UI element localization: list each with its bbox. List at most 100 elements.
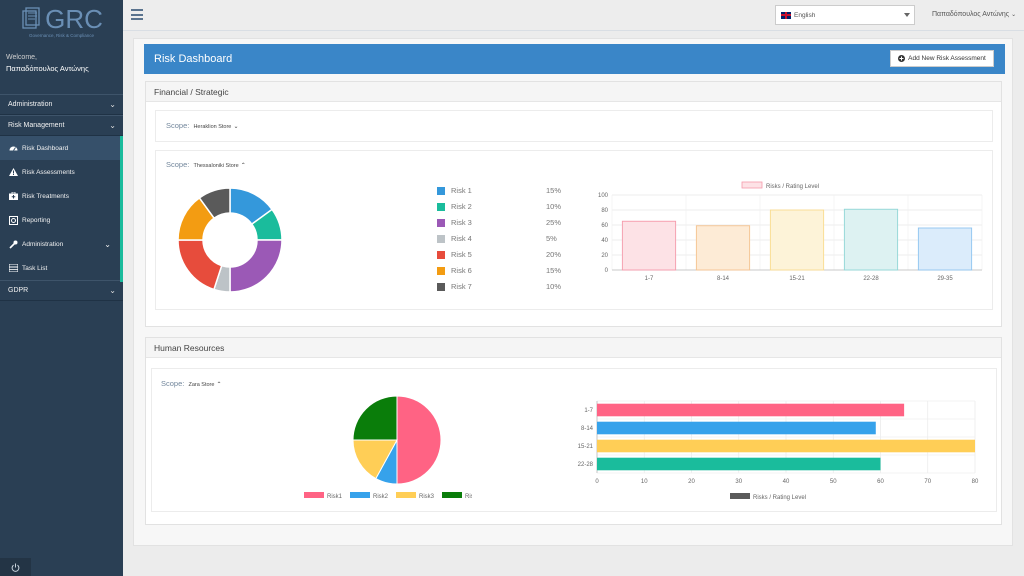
legend-percent: 5% <box>546 234 557 243</box>
legend-item: Risk 4 5% <box>437 233 567 245</box>
y-tick-label: 80 <box>601 208 608 214</box>
legend-label: Risk 1 <box>451 186 472 195</box>
legend-swatch <box>437 251 445 259</box>
language-select[interactable]: English <box>775 5 915 25</box>
sidebar-item-label: Task List <box>22 264 48 272</box>
scope-box-thessaloniki: Scope: Thessaloniki Store ⌃ Risk 1 15% Ris… <box>155 150 993 310</box>
sidebar-section-gdpr[interactable]: GDPR ⌄ <box>0 280 123 301</box>
x-tick-label: 50 <box>830 479 837 485</box>
logo-icon <box>22 7 40 29</box>
add-risk-assessment-button[interactable]: Add New Risk Assessment <box>890 50 994 67</box>
sidebar: GRC Governance, Risk & Compliance Welcom… <box>0 0 123 576</box>
scope-selector[interactable]: Scope: Zara Store ⌃ <box>161 379 222 388</box>
menu-toggle-icon[interactable] <box>131 9 143 21</box>
doughnut-slice-5 <box>177 239 223 291</box>
legend-label: Risk3 <box>419 494 435 500</box>
legend-percent: 20% <box>546 250 562 259</box>
legend-swatch <box>437 283 445 291</box>
scope-label: Scope: <box>166 160 190 169</box>
legend-percent: 25% <box>546 218 562 227</box>
pie-slice-3 <box>352 439 398 480</box>
legend-label: Risk2 <box>373 494 389 500</box>
chevron-down-icon: ⌄ <box>109 121 116 130</box>
uk-flag-icon <box>781 11 791 19</box>
active-section-accent <box>120 136 123 282</box>
scope-value: Zara Store <box>188 382 215 388</box>
x-tick-label: 30 <box>735 479 742 485</box>
bar-22-28 <box>597 457 881 471</box>
bar-1-7 <box>621 220 677 271</box>
scope-selector[interactable]: Scope: Thessaloniki Store ⌃ <box>166 160 246 169</box>
page-header: Risk Dashboard Add New Risk Assessment <box>144 44 1005 74</box>
scope-label: Scope: <box>166 121 190 130</box>
legend-label: Risk1 <box>327 494 343 500</box>
rating-level-horizontal-bar-chart: 0 10 20 30 40 50 60 70 80 1-7 8-14 15-21 22-28 Risks … <box>578 400 979 501</box>
legend-label: Risk 2 <box>451 202 472 211</box>
scope-selector[interactable]: Scope: Heraklion Store ⌄ <box>166 121 239 130</box>
doughnut-slice-3 <box>229 239 283 293</box>
x-tick-label: 20 <box>688 479 695 485</box>
chevron-up-icon: ⌃ <box>240 163 246 169</box>
bar-8-14 <box>597 421 876 435</box>
risk-management-menu: Risk Dashboard Risk Assessments Risk Tre… <box>0 136 123 282</box>
legend-swatch <box>437 235 445 243</box>
legend-item: Risk 5 20% <box>437 249 567 261</box>
user-menu[interactable]: Παπαδόπουλος Αντώνης ⌄ <box>932 11 1016 18</box>
chevron-down-icon: ⌄ <box>104 239 111 249</box>
legend-label: Risks / Rating Level <box>753 495 806 501</box>
sidebar-item-label: Administration <box>22 240 64 248</box>
x-tick-label: 60 <box>877 479 884 485</box>
pie-slice-4 <box>352 395 398 441</box>
y-tick-label: 20 <box>601 253 608 259</box>
y-tick-label: 60 <box>601 223 608 229</box>
sidebar-item-task-list[interactable]: Task List <box>0 256 123 280</box>
legend-percent: 10% <box>546 202 562 211</box>
sidebar-item-label: Reporting <box>22 216 51 224</box>
x-tick-label: 29-35 <box>937 276 953 282</box>
doughnut-slice-7 <box>198 187 231 220</box>
legend-percent: 10% <box>546 282 562 291</box>
plus-circle-icon <box>898 55 906 62</box>
legend-label: Risk 4 <box>451 234 472 243</box>
sidebar-section-label: GDPR <box>8 287 29 294</box>
x-tick-label: 22-28 <box>863 276 879 282</box>
y-tick-label: 22-28 <box>578 462 594 468</box>
sidebar-item-risk-dashboard[interactable]: Risk Dashboard <box>0 136 123 160</box>
human-resources-panel: Human Resources Scope: Zara Store ⌃ Risk… <box>145 337 1002 525</box>
scope-box-heraklion: Scope: Heraklion Store ⌄ <box>155 110 993 142</box>
sidebar-section-risk-management[interactable]: Risk Management ⌄ <box>0 115 123 136</box>
panel-title: Financial / Strategic <box>146 82 1001 102</box>
x-tick-label: 0 <box>595 479 599 485</box>
risk-legend: Risk 1 15% Risk 2 10% Risk 3 25% Risk 4 5% Risk … <box>437 185 577 293</box>
x-tick-label: 1-7 <box>645 276 654 282</box>
legend-item: Risk 7 10% <box>437 281 567 293</box>
bar-8-14 <box>695 225 751 271</box>
main-content: Risk Dashboard Add New Risk Assessment F… <box>133 38 1013 546</box>
logout-button[interactable] <box>0 558 31 576</box>
chevron-down-icon: ⌄ <box>109 100 116 109</box>
y-tick-label: 0 <box>605 268 609 274</box>
legend-label: Risk 3 <box>451 218 472 227</box>
panel-title: Human Resources <box>146 338 1001 358</box>
sidebar-section-administration[interactable]: Administration ⌄ <box>0 94 123 115</box>
dashboard-icon <box>8 143 18 153</box>
legend-label: Risk 5 <box>451 250 472 259</box>
x-tick-label: 70 <box>924 479 931 485</box>
bar-22-28 <box>843 208 899 271</box>
x-tick-label: 8-14 <box>717 276 730 282</box>
scope-value: Thessaloniki Store <box>193 163 239 169</box>
topbar: English Παπαδόπουλος Αντώνης ⌄ <box>123 0 1024 31</box>
welcome-label: Welcome, <box>6 54 37 61</box>
legend-swatch <box>437 267 445 275</box>
y-tick-label: 1-7 <box>584 408 593 414</box>
sidebar-item-reporting[interactable]: Reporting <box>0 208 123 232</box>
language-value: English <box>794 11 816 19</box>
logo[interactable]: GRC Governance, Risk & Compliance <box>0 0 123 44</box>
sidebar-item-administration[interactable]: Administration ⌄ <box>0 232 123 256</box>
scope-label: Scope: <box>161 379 185 388</box>
legend-percent: 15% <box>546 186 562 195</box>
legend-swatch <box>437 203 445 211</box>
sidebar-item-risk-treatments[interactable]: Risk Treatments <box>0 184 123 208</box>
sidebar-item-risk-assessments[interactable]: Risk Assessments <box>0 160 123 184</box>
